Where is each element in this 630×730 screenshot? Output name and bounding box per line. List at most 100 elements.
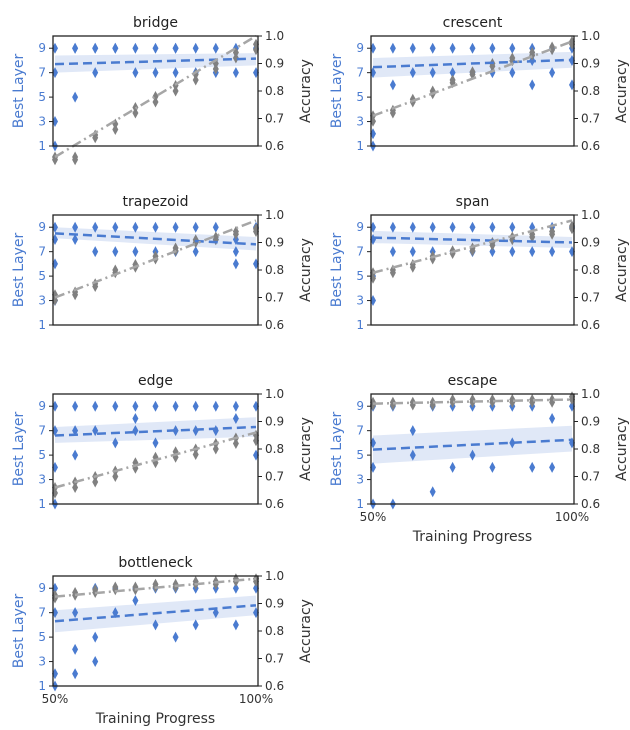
right-tick-label: 0.8 (265, 442, 284, 456)
best-layer-trend-line (54, 232, 257, 246)
accuracy-point (72, 482, 79, 493)
left-tick-label: 9 (38, 220, 46, 234)
best-layer-point (92, 400, 99, 412)
left-tick-label: 5 (356, 269, 364, 283)
best-layer-point (172, 67, 179, 79)
right-tick-label: 0.9 (581, 236, 600, 250)
accuracy-point (449, 396, 456, 408)
right-tick-label: 0.6 (265, 318, 284, 332)
best-layer-point (469, 221, 476, 233)
right-tick-label: 0.7 (265, 291, 284, 305)
best-layer-point (132, 42, 139, 54)
right-axis-label: Accuracy (298, 59, 314, 123)
panel-title: span (456, 194, 490, 210)
x-tick-label-end: 100% (555, 510, 589, 524)
left-tick-label: 3 (38, 473, 46, 487)
best-layer-point (429, 67, 436, 79)
right-tick-label: 0.7 (581, 112, 600, 126)
right-tick-label: 0.8 (581, 84, 600, 98)
left-tick-label: 3 (38, 115, 46, 129)
best-layer-point (489, 461, 496, 473)
left-tick-label: 9 (356, 220, 364, 234)
x-tick-label-end: 100% (239, 692, 273, 706)
right-axis-label: Accuracy (614, 59, 630, 123)
panel-trapezoid: trapezoid 1 3 5 7 9 0.6 0.7 0.8 0.9 1.0 Best Layer A… (11, 194, 314, 332)
best-layer-point (232, 619, 239, 631)
left-tick-label: 9 (38, 399, 46, 413)
best-layer-point (389, 79, 396, 91)
best-layer-point (409, 246, 416, 258)
left-tick-label: 5 (38, 90, 46, 104)
accuracy-trend-line (54, 431, 257, 489)
best-layer-point (232, 246, 239, 258)
accuracy-point (549, 44, 556, 56)
left-tick-label: 1 (38, 497, 46, 511)
left-tick-label: 1 (38, 318, 46, 332)
best-layer-point (72, 668, 79, 680)
left-axis-label: Best Layer (329, 412, 345, 487)
best-layer-point (92, 246, 99, 258)
right-axis-label: Accuracy (298, 417, 314, 481)
best-layer-point (212, 42, 219, 54)
accuracy-point (112, 584, 119, 596)
accuracy-trend-line (372, 398, 573, 405)
best-layer-point (409, 425, 416, 437)
best-layer-point (72, 643, 79, 655)
best-layer-point (92, 631, 99, 643)
left-tick-label: 3 (38, 294, 46, 308)
best-layer-point (152, 437, 159, 449)
best-layer-point (529, 246, 536, 258)
accuracy-point (232, 438, 239, 449)
left-tick-label: 7 (38, 606, 46, 620)
accuracy-point (232, 52, 239, 64)
panel-crescent: crescent 1 3 5 7 9 0.6 0.7 0.8 0.9 1.0 Best Layer Ac… (329, 15, 630, 153)
panels-layer: bridge 1 3 5 7 9 0.6 0.7 0.8 0.9 1.0 Best Layer Accu… (11, 15, 630, 727)
right-tick-label: 0.8 (265, 263, 284, 277)
best-layer-trend-line (372, 236, 573, 244)
right-tick-label: 1.0 (581, 208, 600, 222)
best-layer-point (112, 400, 119, 412)
right-tick-label: 0.6 (265, 679, 284, 693)
best-layer-point (112, 437, 119, 449)
best-layer-point (132, 412, 139, 424)
best-layer-point (192, 246, 199, 258)
left-axis-label: Best Layer (329, 54, 345, 129)
best-layer-point (212, 607, 219, 619)
accuracy-point (232, 228, 239, 240)
best-layer-point (409, 67, 416, 79)
best-layer-point (529, 79, 536, 91)
right-tick-label: 0.7 (581, 470, 600, 484)
right-tick-label: 1.0 (581, 387, 600, 401)
accuracy-point (112, 471, 119, 482)
left-tick-label: 1 (356, 497, 364, 511)
best-layer-point (192, 400, 199, 412)
best-layer-point (132, 67, 139, 79)
best-layer-point (172, 400, 179, 412)
best-layer-point (509, 246, 516, 258)
best-layer-point (232, 258, 239, 270)
best-layer-point (172, 221, 179, 233)
accuracy-point (92, 476, 99, 488)
best-layer-point (72, 91, 79, 103)
best-layer-trend-line (372, 58, 573, 69)
best-layer-point (489, 42, 496, 54)
left-axis-label: Best Layer (11, 233, 27, 308)
accuracy-point (192, 74, 199, 86)
best-layer-point (72, 607, 79, 619)
accuracy-point (112, 124, 119, 135)
best-layer-point (449, 221, 456, 233)
panel-title: crescent (443, 15, 503, 31)
best-layer-point (152, 400, 159, 412)
best-layer-point (112, 221, 119, 233)
right-tick-label: 0.8 (581, 263, 600, 277)
right-tick-label: 1.0 (581, 29, 600, 43)
panel-escape: escape 1 3 5 7 9 0.6 0.7 0.8 0.9 1.0 Best Layer Accu… (329, 373, 630, 545)
left-tick-label: 5 (38, 448, 46, 462)
left-tick-label: 7 (38, 424, 46, 438)
panel-title: bridge (133, 15, 178, 31)
left-tick-label: 9 (356, 41, 364, 55)
x-tick-label-start: 50% (360, 510, 387, 524)
accuracy-trend-line (372, 219, 573, 274)
best-layer-point (152, 619, 159, 631)
best-layer-point (489, 246, 496, 258)
